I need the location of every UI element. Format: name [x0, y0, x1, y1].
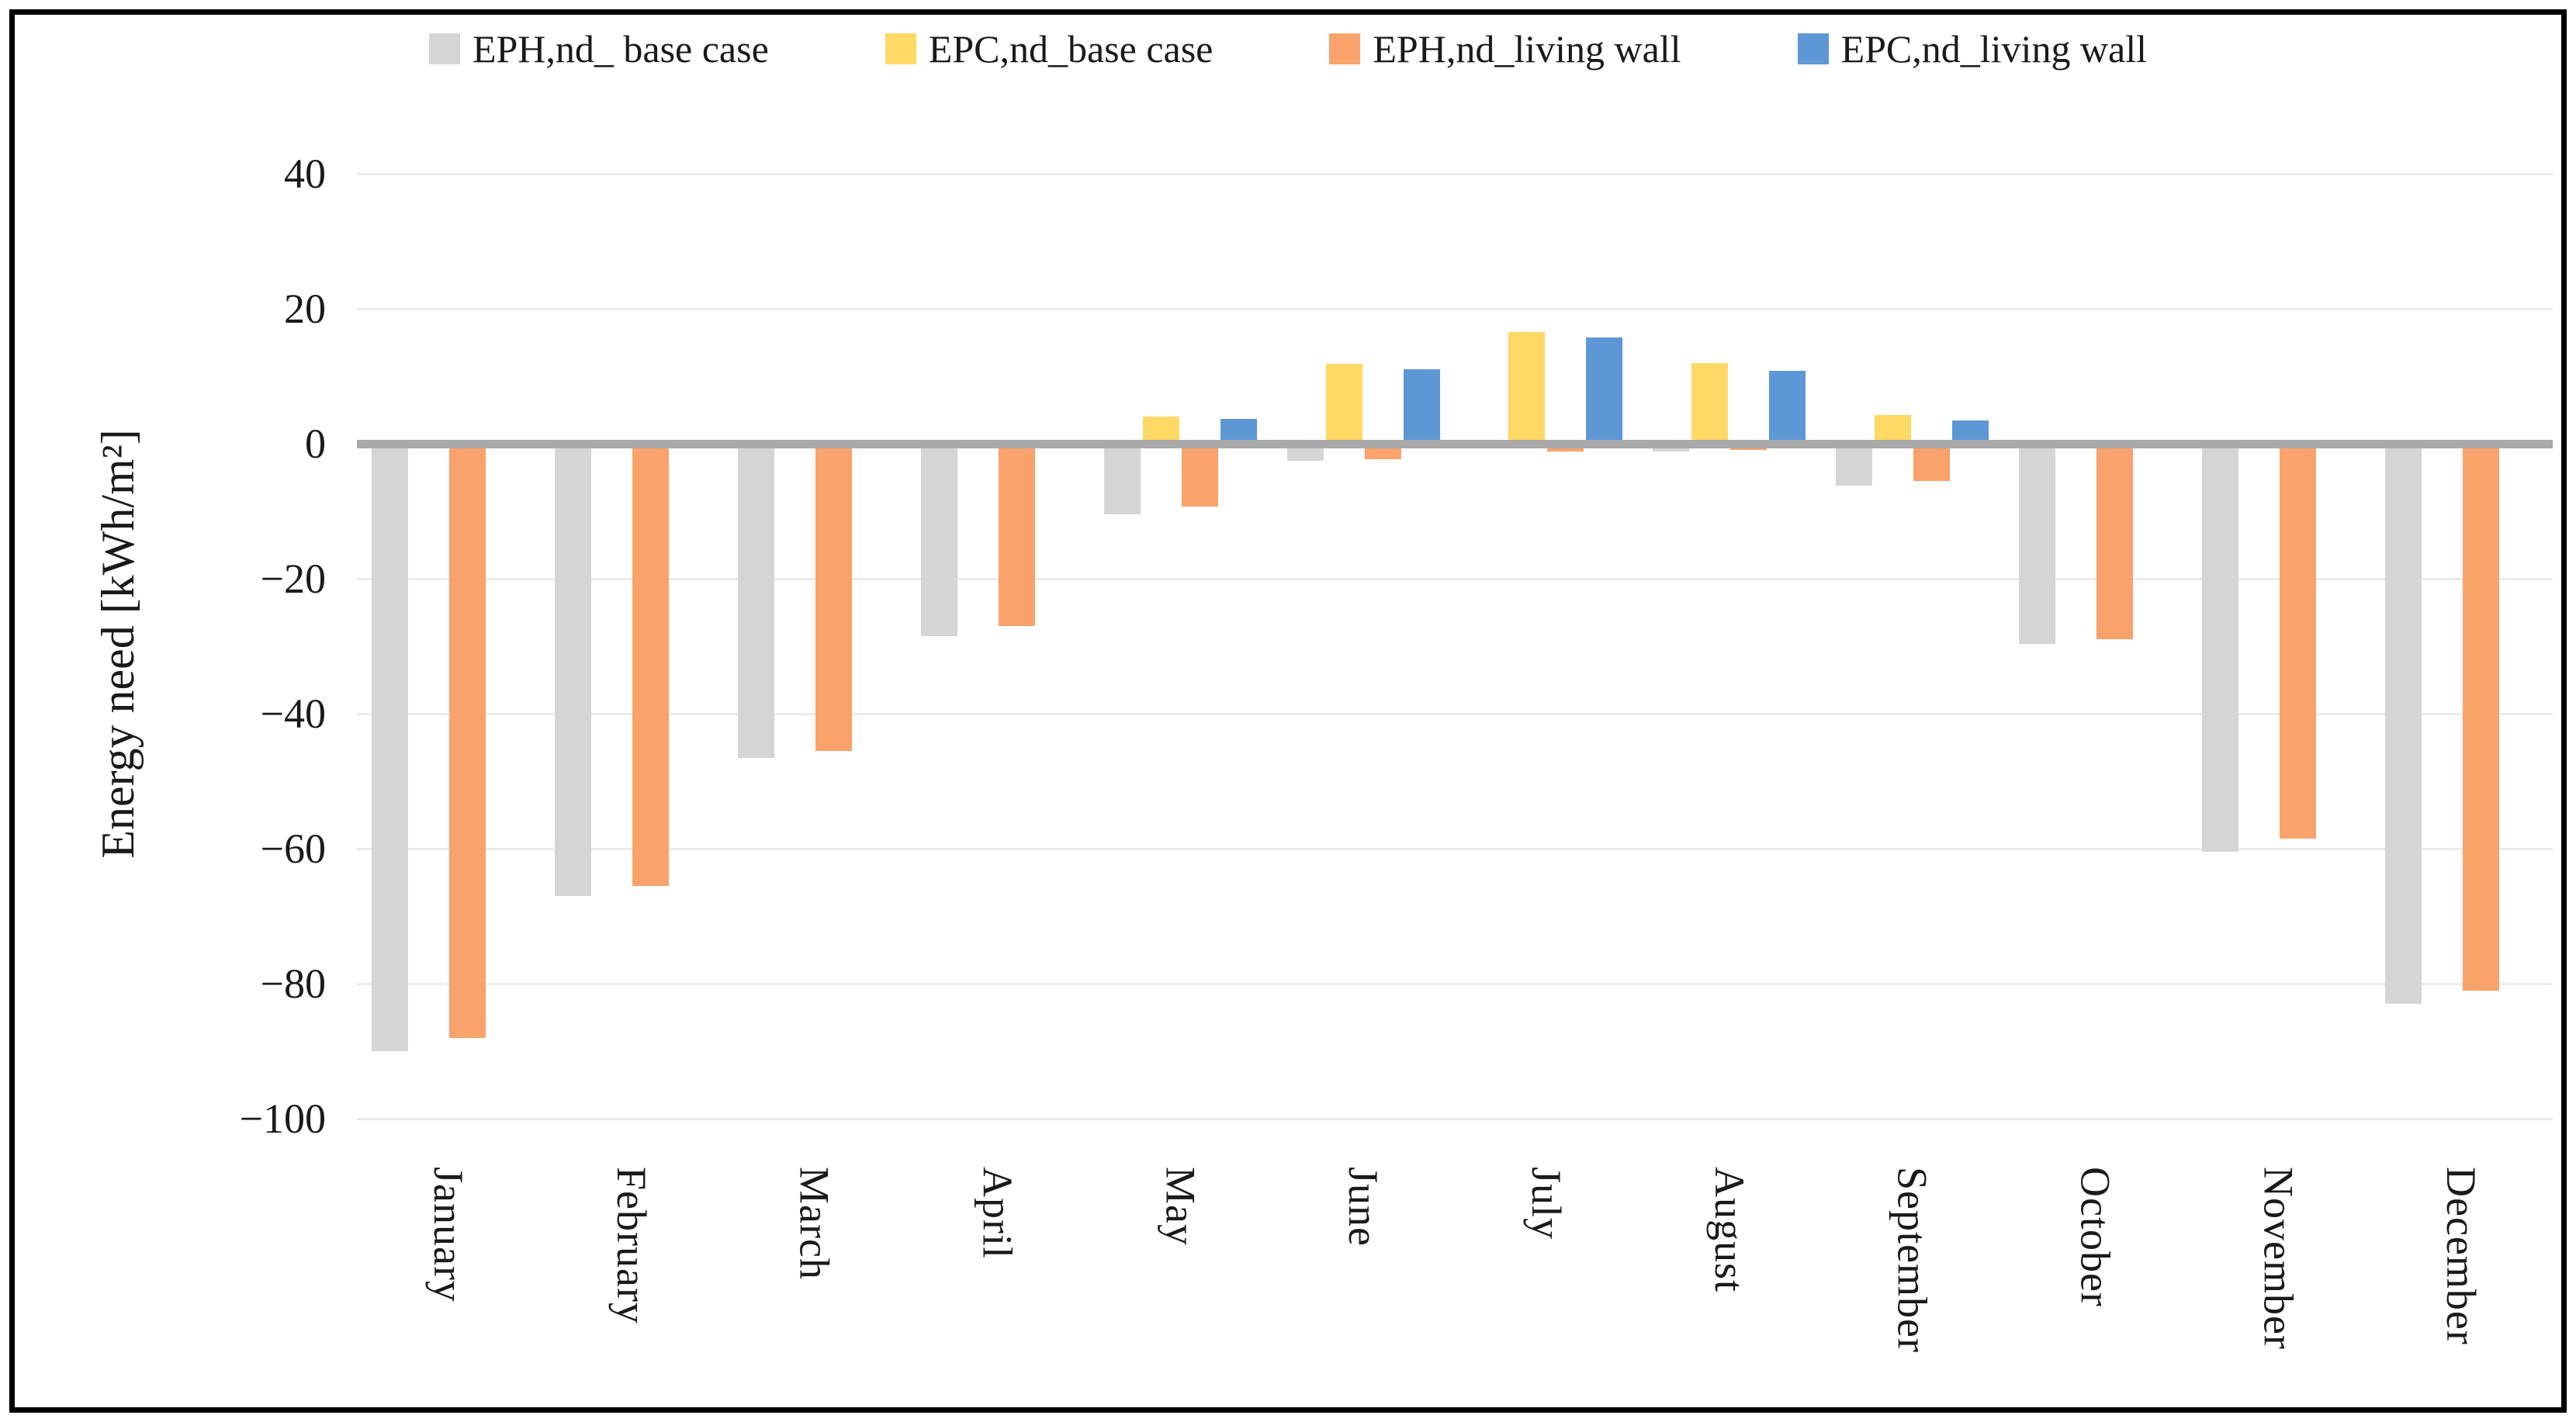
- gridline--20: [357, 578, 2553, 580]
- legend-label: EPH,nd_living wall: [1373, 27, 1681, 71]
- bar-june-epc-nd-living-wall: [1403, 369, 1440, 444]
- zero-axis-line: [357, 440, 2553, 448]
- x-tick-label-february: February: [608, 1167, 655, 1324]
- x-tick-label-april: April: [974, 1167, 1021, 1259]
- bar-september-eph-nd-living-wall: [1913, 444, 1951, 481]
- bar-july-epc-nd-living-wall: [1586, 337, 1623, 444]
- legend-swatch-icon: [885, 33, 916, 64]
- figure-border: [9, 9, 2567, 1413]
- x-tick-label-july: July: [1522, 1167, 1570, 1240]
- y-tick-label-0: 0: [305, 420, 326, 467]
- gridline--40: [357, 713, 2553, 715]
- gridline--60: [357, 848, 2553, 850]
- legend-item-0: EPH,nd_ base case: [428, 27, 769, 71]
- bar-march-eph-nd-living-wall: [815, 444, 853, 751]
- bar-june-epc-nd-base-case: [1325, 364, 1362, 444]
- bar-may-epc-nd-living-wall: [1220, 418, 1257, 444]
- bar-august-epc-nd-living-wall: [1769, 371, 1806, 444]
- bar-march-eph-nd-base-case: [738, 444, 775, 758]
- bar-december-eph-nd-base-case: [2384, 444, 2422, 1005]
- bar-november-eph-nd-base-case: [2201, 444, 2238, 853]
- legend-item-2: EPH,nd_living wall: [1329, 29, 1681, 68]
- bar-april-eph-nd-living-wall: [998, 444, 1035, 626]
- bar-november-eph-nd-living-wall: [2279, 444, 2316, 839]
- bar-may-eph-nd-living-wall: [1181, 444, 1218, 507]
- bar-december-eph-nd-living-wall: [2462, 444, 2499, 991]
- x-tick-label-january: January: [424, 1167, 472, 1303]
- bar-february-eph-nd-base-case: [555, 444, 592, 896]
- legend-label: EPH,nd_ base case: [472, 27, 769, 71]
- bar-october-eph-nd-living-wall: [2096, 444, 2133, 640]
- bar-september-epc-nd-base-case: [1875, 415, 1912, 444]
- x-tick-label-november: November: [2255, 1167, 2302, 1350]
- legend-swatch-icon: [1329, 33, 1361, 64]
- bar-october-eph-nd-base-case: [2018, 444, 2055, 645]
- y-tick-label-40: 40: [284, 151, 326, 197]
- bar-february-eph-nd-living-wall: [632, 444, 670, 886]
- gridline--80: [357, 983, 2553, 985]
- bar-january-eph-nd-base-case: [372, 444, 409, 1051]
- y-tick-label--100: −100: [239, 1095, 326, 1142]
- y-axis-title: Energy need [kWh/m²]: [92, 429, 144, 859]
- gridline--100: [357, 1118, 2553, 1120]
- x-tick-label-august: August: [1705, 1167, 1753, 1293]
- bar-may-eph-nd-base-case: [1103, 444, 1141, 515]
- x-tick-label-december: December: [2438, 1167, 2485, 1345]
- legend-swatch-icon: [428, 33, 460, 64]
- bar-april-eph-nd-base-case: [920, 444, 957, 636]
- x-tick-label-march: March: [791, 1167, 838, 1280]
- legend-label: EPC,nd_base case: [928, 27, 1214, 71]
- legend: EPH,nd_ base case EPC,nd_base case EPH,nd_…: [0, 29, 2576, 68]
- bar-july-epc-nd-base-case: [1508, 332, 1546, 444]
- legend-label: EPC,nd_living wall: [1840, 27, 2148, 71]
- y-tick-label--40: −40: [260, 690, 326, 737]
- bar-january-eph-nd-living-wall: [449, 444, 486, 1038]
- bar-may-epc-nd-base-case: [1142, 417, 1179, 444]
- bar-august-epc-nd-base-case: [1691, 362, 1729, 444]
- x-tick-label-june: June: [1340, 1167, 1387, 1247]
- legend-item-1: EPC,nd_base case: [885, 27, 1214, 71]
- legend-item-3: EPC,nd_living wall: [1797, 27, 2148, 71]
- x-tick-label-september: September: [1889, 1167, 1936, 1353]
- x-tick-label-october: October: [2072, 1167, 2119, 1307]
- x-tick-label-may: May: [1157, 1167, 1204, 1246]
- y-tick-label--60: −60: [260, 825, 326, 872]
- y-tick-label--80: −80: [260, 960, 326, 1007]
- gridline-40: [357, 173, 2553, 175]
- y-tick-label--20: −20: [260, 555, 326, 602]
- legend-swatch-icon: [1797, 33, 1829, 64]
- bar-september-eph-nd-base-case: [1836, 444, 1873, 486]
- y-tick-label-20: 20: [284, 285, 326, 332]
- gridline-20: [357, 308, 2553, 310]
